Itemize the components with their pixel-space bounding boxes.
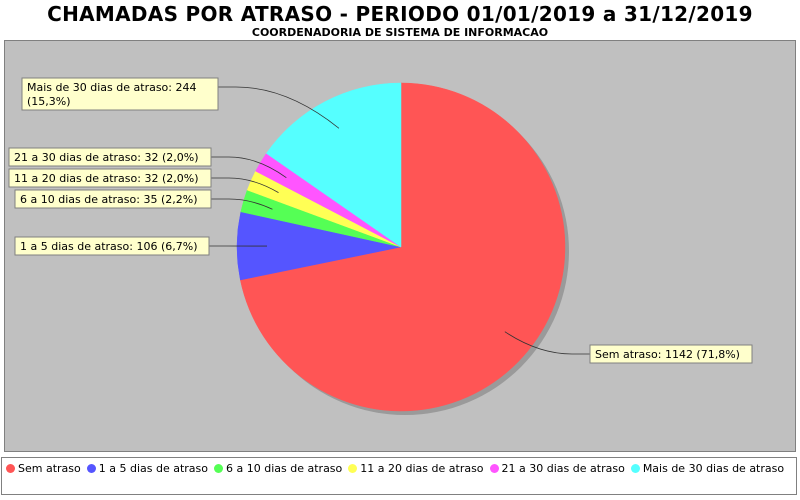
callout-line-0 <box>504 331 590 355</box>
legend-item-2: 6 a 10 dias de atraso <box>214 460 342 478</box>
callout-line-4 <box>211 156 287 178</box>
callout-box-0 <box>589 344 753 364</box>
callout-box-1 <box>14 236 210 256</box>
callout-label-3: 11 a 20 dias de atraso: 32 (2,0%) <box>14 172 198 185</box>
legend-label-1: 1 a 5 dias de atraso <box>98 462 209 475</box>
callout-line-5 <box>218 86 340 129</box>
callout-line-3 <box>211 177 279 193</box>
legend-item-3: 11 a 20 dias de atraso <box>348 460 484 478</box>
callout-box-5 <box>21 77 219 111</box>
callout-label-4: 21 a 30 dias de atraso: 32 (2,0%) <box>14 151 198 164</box>
callout-label-0: Sem atraso: 1142 (71,8%) <box>595 348 740 361</box>
pie-slice-5 <box>265 82 402 248</box>
chart-subtitle: COORDENADORIA DE SISTEMA DE INFORMACAO <box>251 26 549 39</box>
pie-chart: Sem atraso: 1142 (71,8%) 1 a 5 dias de at… <box>8 77 753 415</box>
legend-item-5: Mais de 30 dias de atraso <box>630 460 785 478</box>
legend-item-0: Sem atraso <box>6 460 81 478</box>
callout-line-2 <box>211 198 273 210</box>
legend-swatch-4 <box>489 464 499 473</box>
legend-label-5: Mais de 30 dias de atraso <box>642 462 785 475</box>
callout-label-2: 6 a 10 dias de atraso: 35 (2,2%) <box>20 193 197 206</box>
legend-item-1: 1 a 5 dias de atraso <box>86 460 209 478</box>
callout-box-3 <box>8 168 212 188</box>
legend-swatch-3 <box>348 464 358 473</box>
legend-swatch-1 <box>86 464 96 473</box>
legend-swatch-5 <box>630 464 640 473</box>
callout-label-1: 1 a 5 dias de atraso: 106 (6,7%) <box>20 240 197 253</box>
plot-area: Sem atraso: 1142 (71,8%) 1 a 5 dias de at… <box>4 40 796 452</box>
callout-box-2 <box>14 189 212 209</box>
legend-swatch-0 <box>6 464 15 473</box>
legend-label-3: 11 a 20 dias de atraso <box>360 462 484 475</box>
legend-label-0: Sem atraso <box>18 462 81 475</box>
callout-box-4 <box>8 147 212 167</box>
legend-label-2: 6 a 10 dias de atraso <box>226 462 343 475</box>
legend-label-4: 21 a 30 dias de atraso <box>501 462 625 475</box>
legend: Sem atraso 1 a 5 dias de atraso 6 a 10 dia… <box>1 457 797 495</box>
legend-item-4: 21 a 30 dias de atraso <box>489 460 625 478</box>
pie-slice-0 <box>240 82 566 412</box>
legend-swatch-2 <box>214 464 224 473</box>
callout-label-5-0: Mais de 30 dias de atraso: 244 <box>27 81 197 94</box>
chart-title: CHAMADAS POR ATRASO - PERIODO 01/01/2019… <box>47 2 753 26</box>
callout-label-5-1: (15,3%) <box>27 95 71 108</box>
